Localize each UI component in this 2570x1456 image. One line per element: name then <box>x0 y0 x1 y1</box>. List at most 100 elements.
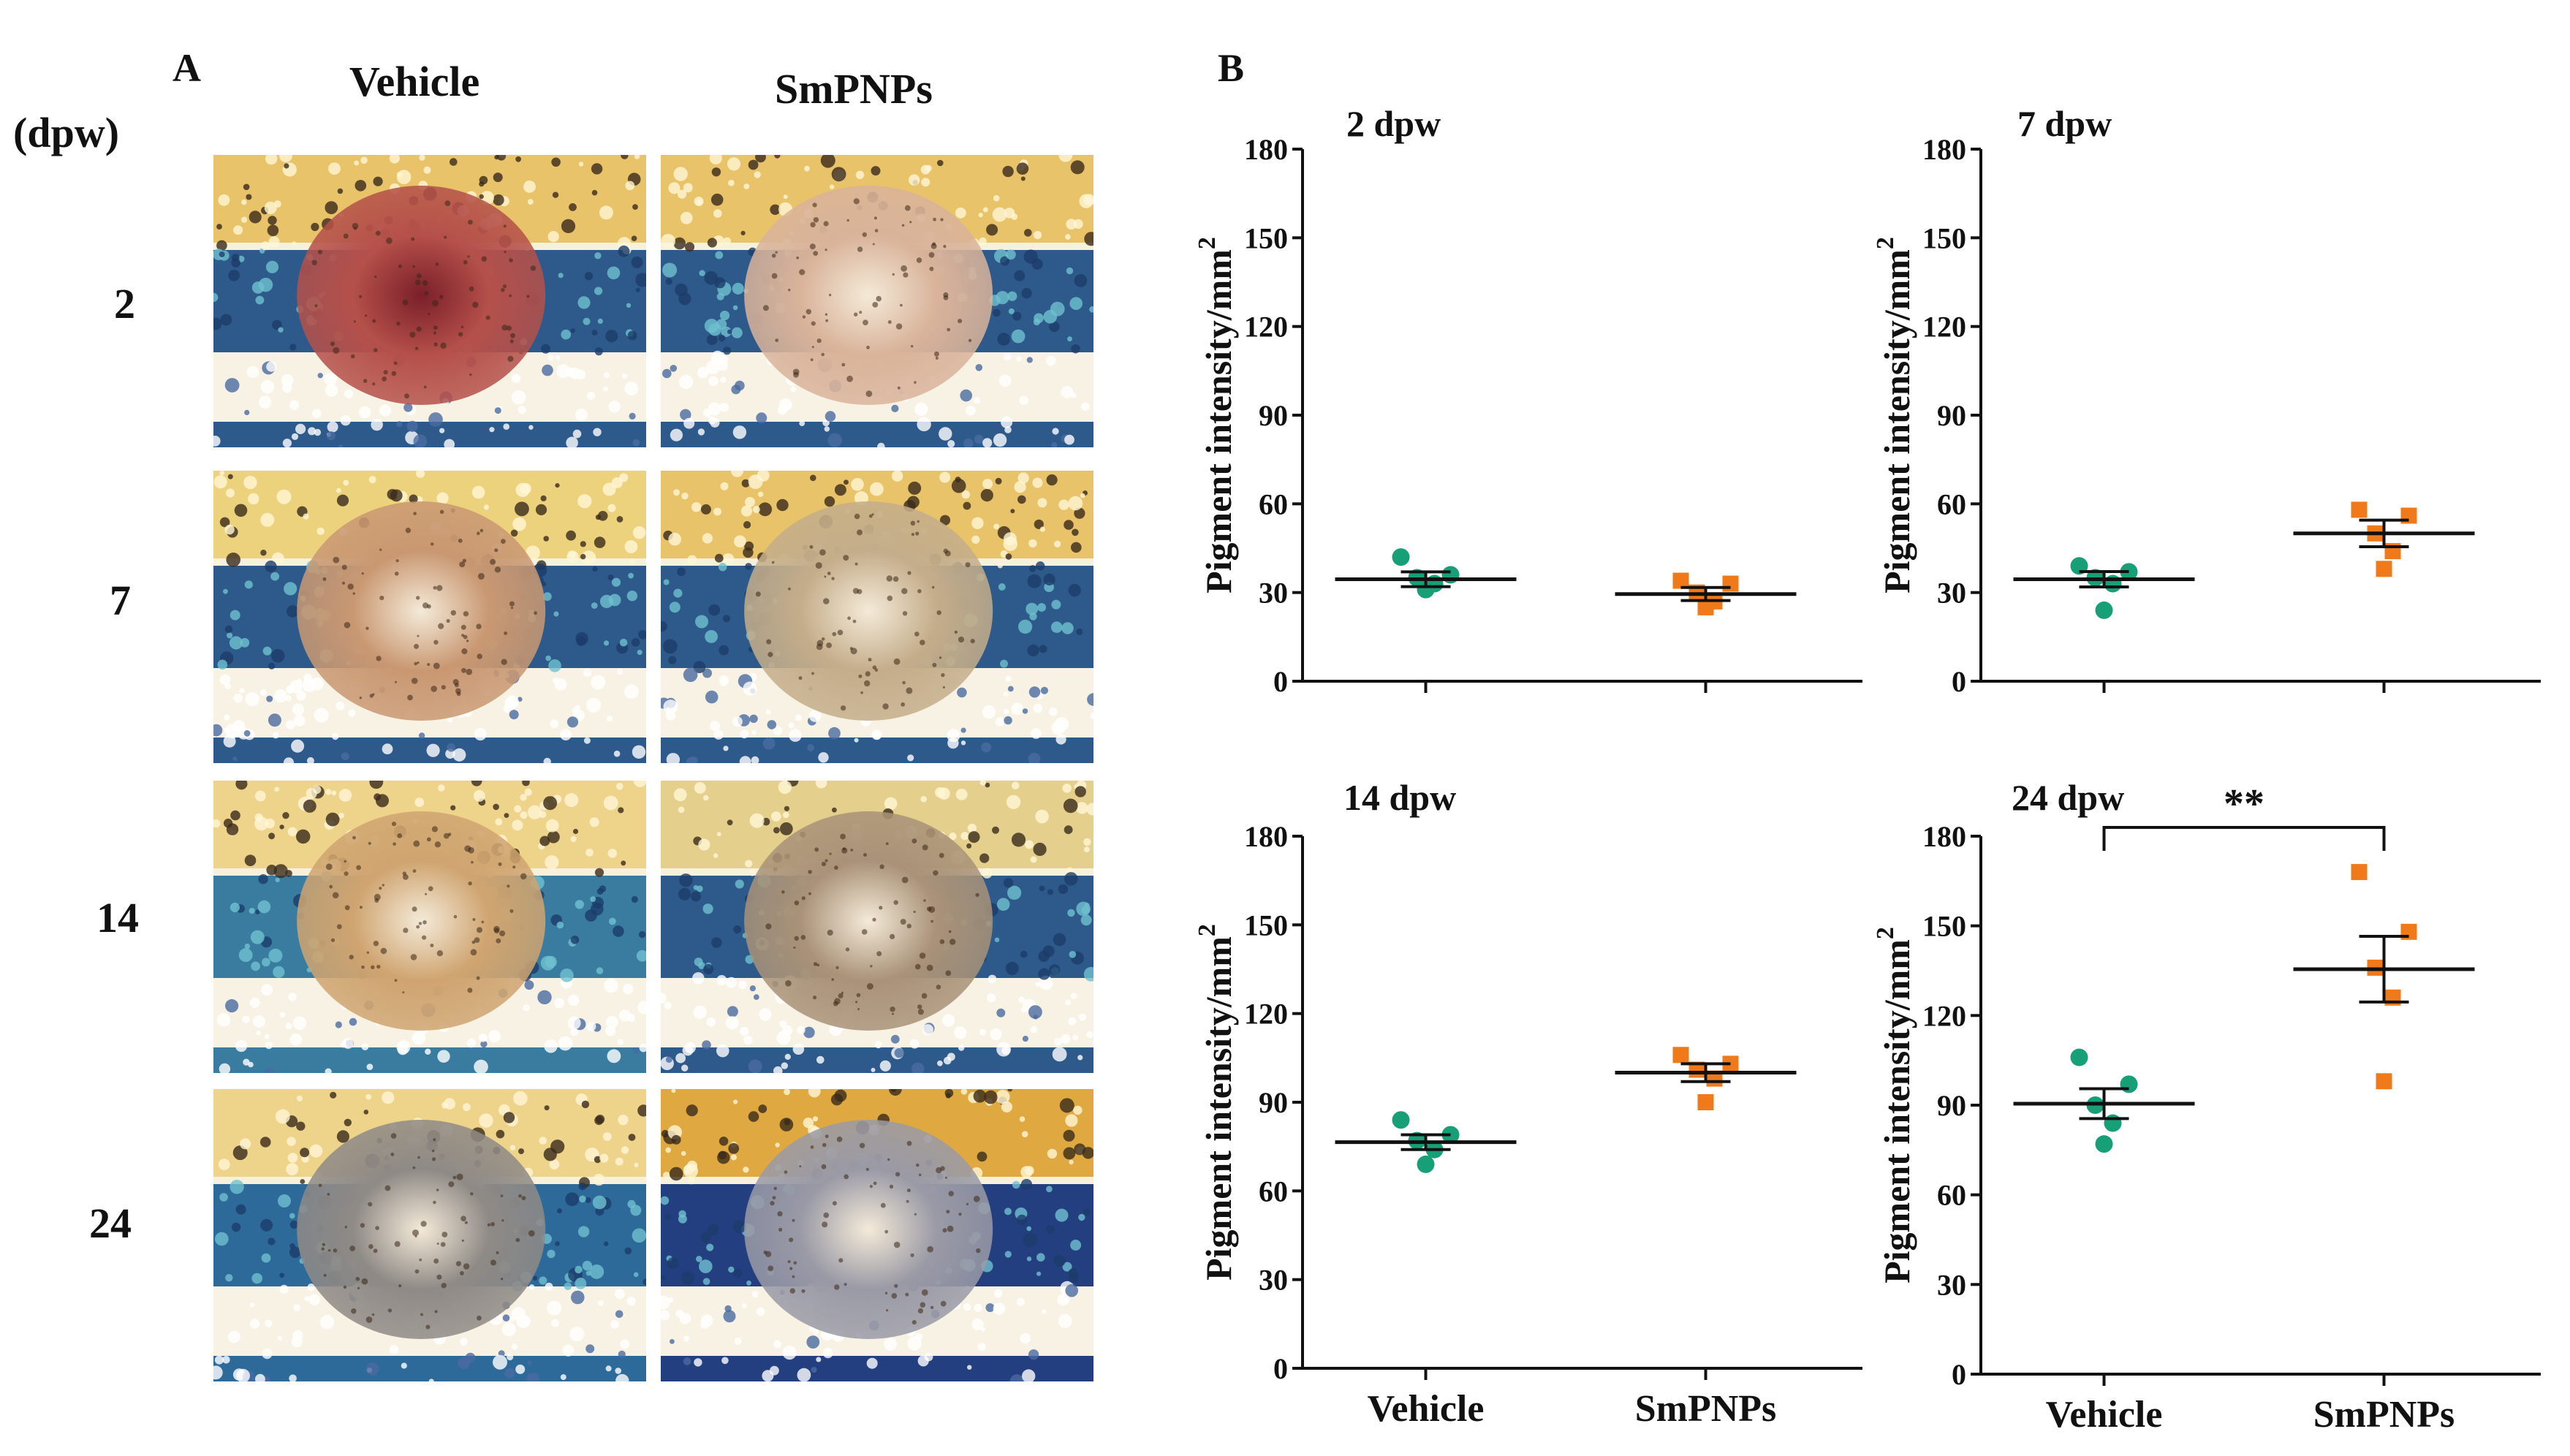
data-point-vehicle <box>2095 1135 2113 1153</box>
wound-area <box>744 1120 993 1339</box>
y-tick-label: 60 <box>1259 1175 1288 1207</box>
photo-smpnps-7dpw <box>661 471 1093 763</box>
y-tick-label: 150 <box>1922 910 1966 943</box>
iridophore-strip-bottom <box>661 738 1093 763</box>
chart-7-dpw: 0 30 60 90 120 150 180 7 dpw Pigment intensity/m… <box>1872 103 2541 698</box>
x-tick-label: SmPNPs <box>1635 1388 1777 1430</box>
row-label-24dpw: 24 <box>89 1199 132 1247</box>
y-tick-label: 90 <box>1259 399 1288 432</box>
y-tick-label: 150 <box>1244 909 1288 941</box>
row-label-14dpw: 14 <box>96 894 139 941</box>
data-point-smpnps <box>2351 501 2368 518</box>
chart-2-dpw: 0 30 60 90 120 150 180 2 dpw Pigment intensity/m… <box>1194 103 1862 698</box>
melanophore-dots <box>765 833 979 1015</box>
y-tick-label: 0 <box>1952 1358 1966 1391</box>
iridophore-strip-bottom <box>661 1047 1093 1073</box>
data-point-smpnps <box>1672 1047 1689 1063</box>
y-tick-label: 90 <box>1259 1086 1288 1119</box>
y-tick-label: 180 <box>1244 820 1288 853</box>
panel-b-label: B <box>1218 46 1245 90</box>
y-axis-label: Pigment intensity/mm2 <box>1872 237 1917 594</box>
data-point-smpnps <box>1672 572 1689 589</box>
chart-title: 24 dpw <box>2012 777 2124 818</box>
y-axis-label: Pigment intensity/mm2 <box>1872 927 1917 1284</box>
y-axis-label: Pigment intensity/mm2 <box>1194 237 1239 594</box>
significance-bracket <box>2102 826 2386 851</box>
data-point-smpnps <box>1722 575 1739 592</box>
y-tick-label: 0 <box>1952 665 1966 698</box>
y-axis-label-superscript: 2 <box>1872 237 1899 249</box>
wound-area <box>744 811 993 1031</box>
photo-vehicle-24dpw <box>213 1089 646 1381</box>
melanophore-dots <box>325 822 527 994</box>
data-point-vehicle <box>1417 1155 1435 1173</box>
y-tick-label: 150 <box>1922 221 1966 254</box>
photo-vehicle-14dpw <box>213 781 646 1073</box>
wound-area <box>297 501 546 721</box>
x-tick-label: SmPNPs <box>2313 1394 2455 1436</box>
y-tick-label: 120 <box>1922 311 1966 344</box>
chart-title: 2 dpw <box>1346 103 1441 144</box>
row-label-7dpw: 7 <box>110 577 131 624</box>
y-tick-label: 180 <box>1244 133 1288 166</box>
data-point-vehicle <box>2104 1114 2122 1132</box>
y-tick-label: 0 <box>1273 1352 1288 1385</box>
row-label-2dpw: 2 <box>114 280 135 327</box>
melanophore-dots <box>763 1134 981 1325</box>
photo-smpnps-14dpw <box>661 781 1093 1073</box>
data-point-smpnps <box>1697 599 1714 615</box>
y-tick-label: 60 <box>1937 488 1966 520</box>
column-header-vehicle: Vehicle <box>349 58 480 105</box>
chart-24-dpw: 0 30 60 90 120 150 180 Vehicle SmPNPs 24 dpw Pigme… <box>1872 777 2541 1436</box>
photo-smpnps-2dpw <box>661 155 1093 447</box>
speckle-texture <box>661 781 1093 1073</box>
significance-label: ** <box>2224 781 2264 827</box>
y-tick-label: 60 <box>1259 488 1288 520</box>
iridophore-strip-bottom <box>661 422 1093 447</box>
melanophore-dots <box>755 513 975 711</box>
melanophore-dots <box>762 198 972 398</box>
data-point-vehicle <box>2120 1075 2138 1093</box>
column-header-smpnps: SmPNPs <box>775 65 933 113</box>
wound-area <box>297 186 546 405</box>
y-tick-label: 0 <box>1273 665 1288 698</box>
x-tick-label: Vehicle <box>1368 1388 1485 1430</box>
y-tick-label: 30 <box>1937 577 1966 610</box>
panel-a-label: A <box>173 46 201 90</box>
y-axis-label-superscript: 2 <box>1194 237 1221 249</box>
data-point-vehicle <box>2095 601 2113 619</box>
chart-title: 14 dpw <box>1343 777 1456 818</box>
y-tick-label: 180 <box>1922 820 1966 853</box>
data-point-vehicle <box>2070 1048 2088 1066</box>
y-tick-label: 120 <box>1244 998 1288 1031</box>
melanophore-dots <box>318 1133 535 1330</box>
data-point-vehicle <box>1392 548 1410 566</box>
wound-area <box>744 501 993 721</box>
y-tick-label: 120 <box>1244 311 1288 344</box>
chart-14-dpw: 0 30 60 90 120 150 180 Vehicle SmPNPs 14 dpw Pigme… <box>1194 777 1862 1430</box>
y-tick-label: 30 <box>1259 577 1288 610</box>
melanophore-dots <box>311 200 537 399</box>
row-unit-label: (dpw) <box>13 109 120 156</box>
y-axis-label: Pigment intensity/mm2 <box>1194 924 1239 1281</box>
data-point-smpnps <box>1697 1094 1714 1110</box>
data-point-smpnps <box>2351 864 2368 881</box>
wound-area <box>297 1120 546 1339</box>
wound-area <box>744 186 993 405</box>
y-tick-label: 180 <box>1922 133 1966 166</box>
melanophore-dots <box>322 509 537 701</box>
y-tick-label: 150 <box>1244 221 1288 254</box>
x-tick-label: Vehicle <box>2046 1394 2163 1436</box>
chart-title: 7 dpw <box>2017 103 2112 144</box>
y-tick-label: 90 <box>1937 399 1966 432</box>
y-tick-label: 90 <box>1937 1089 1966 1122</box>
y-axis-label-superscript: 2 <box>1872 927 1899 939</box>
photo-smpnps-24dpw <box>661 1089 1093 1381</box>
y-tick-label: 120 <box>1922 999 1966 1032</box>
y-axis-label-superscript: 2 <box>1194 924 1221 936</box>
iridophore-strip-bottom <box>213 1356 646 1381</box>
data-point-smpnps <box>2376 1073 2392 1090</box>
y-tick-label: 30 <box>1937 1268 1966 1301</box>
y-tick-label: 60 <box>1937 1179 1966 1212</box>
